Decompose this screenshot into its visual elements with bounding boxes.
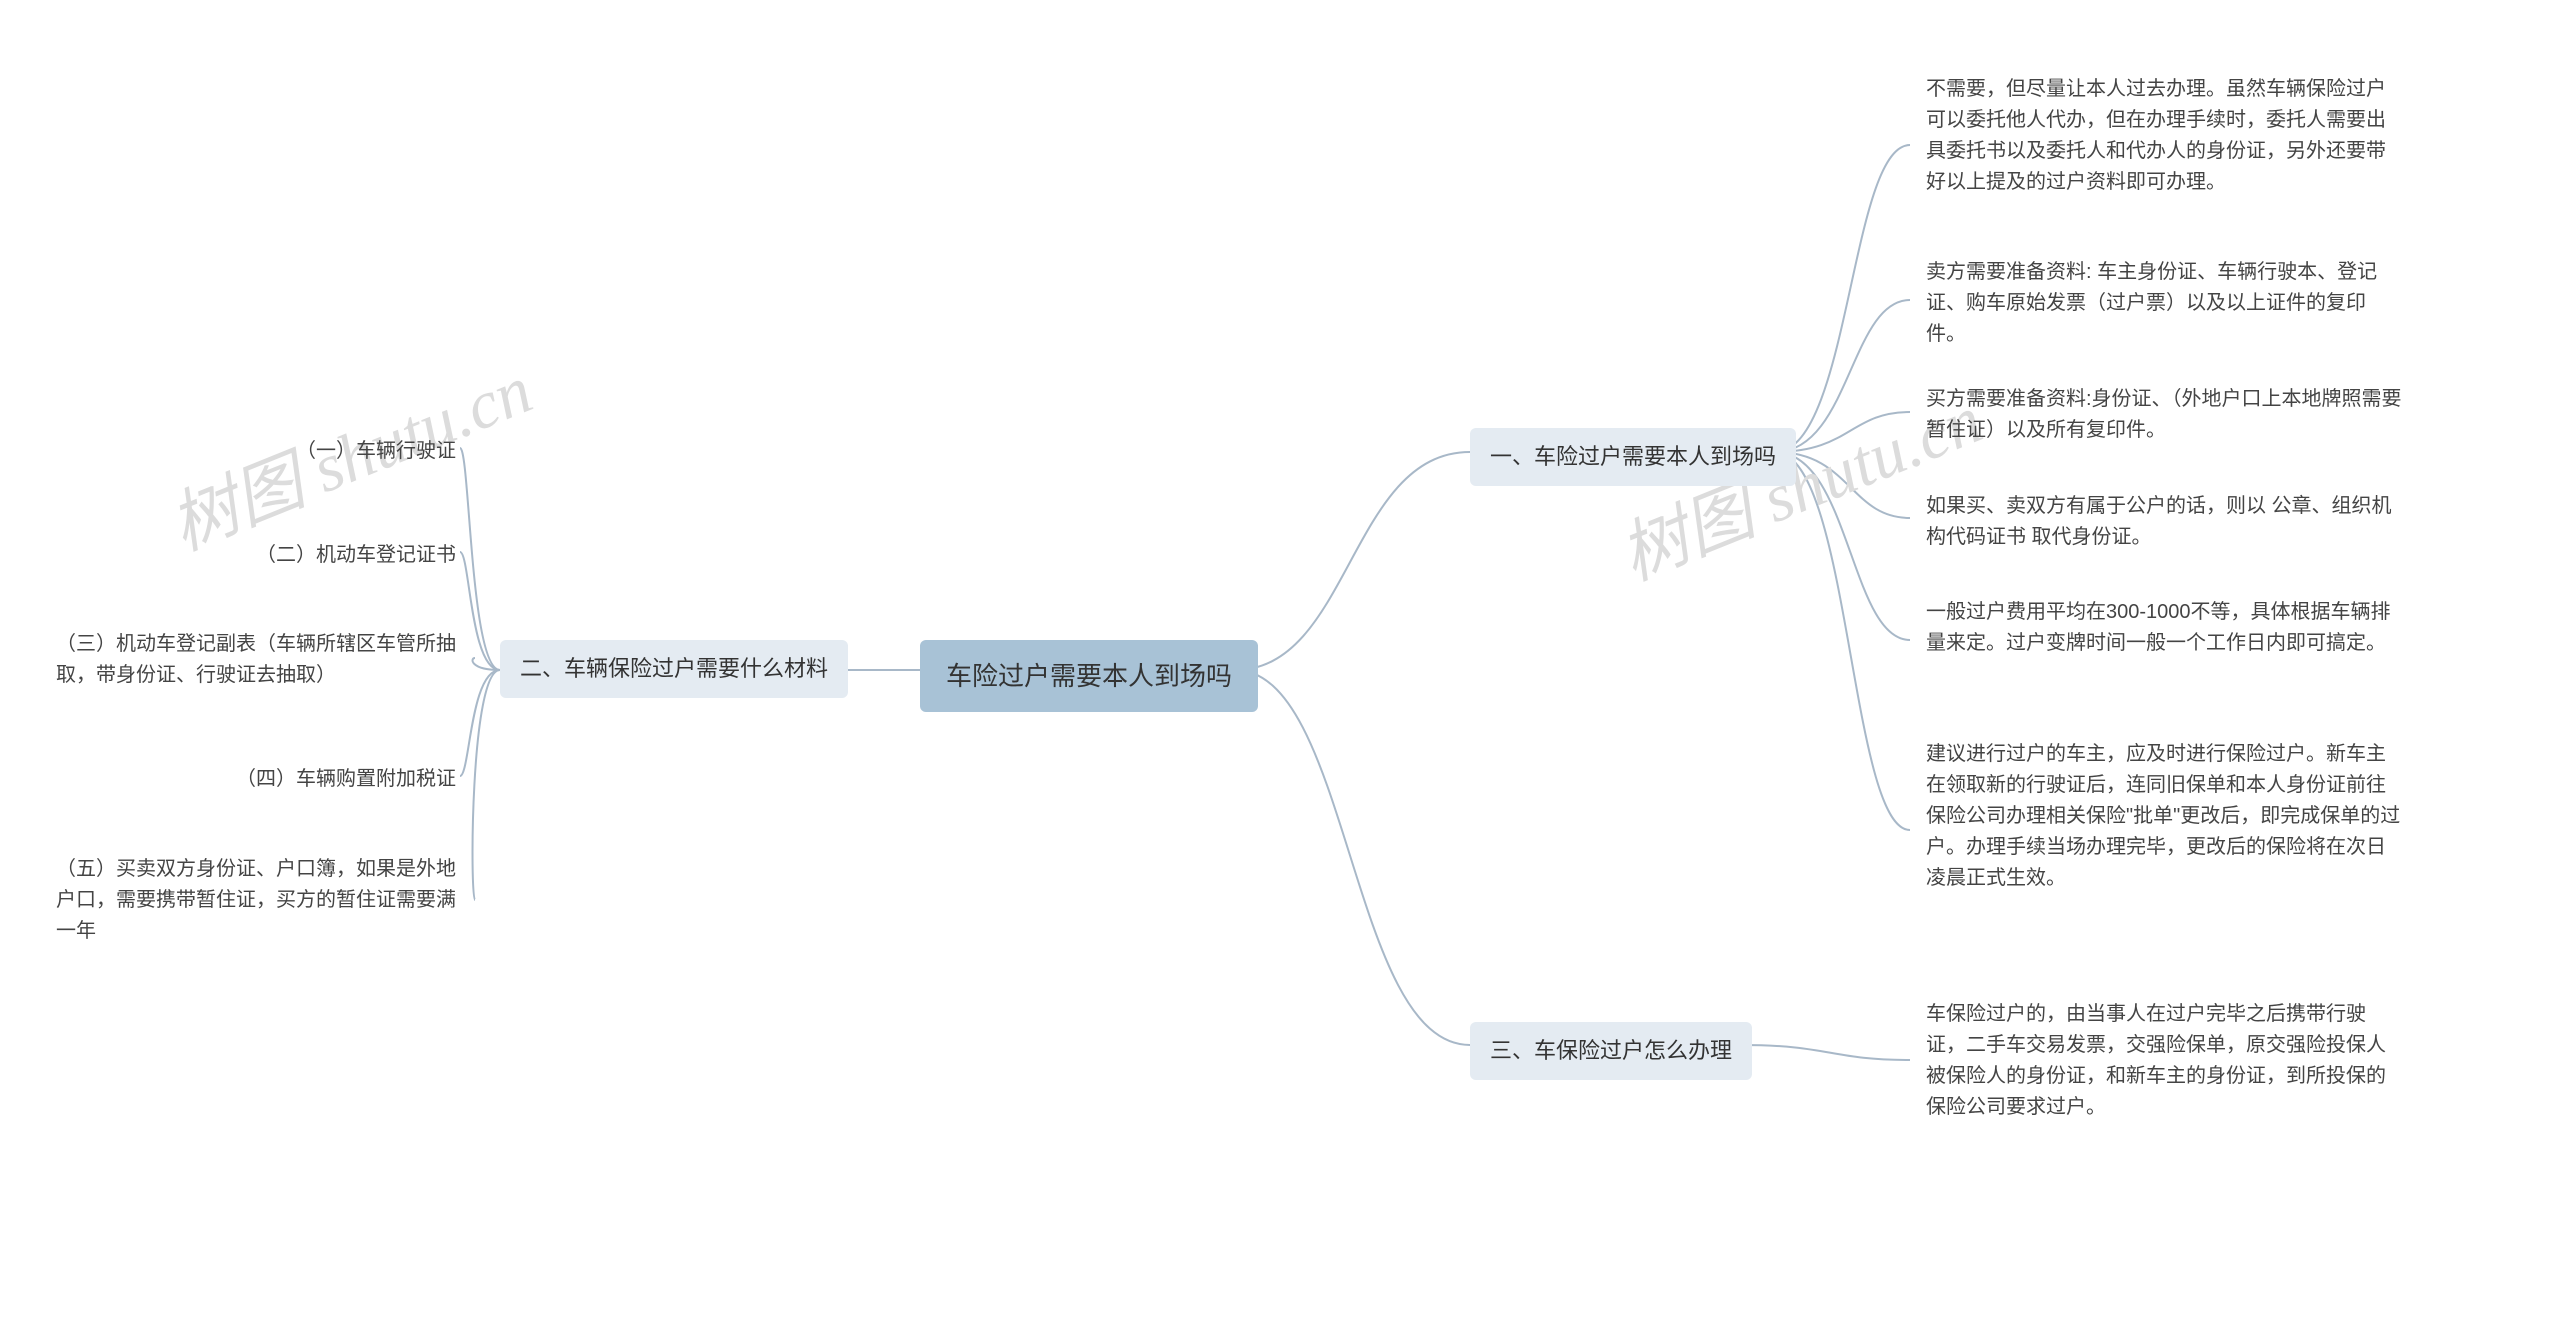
branch-3[interactable]: 三、车保险过户怎么办理 bbox=[1470, 1022, 1752, 1080]
branch-3-leaf-0[interactable]: 车保险过户的，由当事人在过户完毕之后携带行驶证，二手车交易发票，交强险保单，原交… bbox=[1920, 995, 2410, 1127]
branch-1[interactable]: 一、车险过户需要本人到场吗 bbox=[1470, 428, 1796, 486]
branch-1-leaf-0[interactable]: 不需要，但尽量让本人过去办理。虽然车辆保险过户可以委托他人代办，但在办理手续时，… bbox=[1920, 70, 2410, 202]
branch-2-leaf-1[interactable]: （二）机动车登记证书 bbox=[250, 536, 462, 575]
branch-1-leaf-2[interactable]: 买方需要准备资料:身份证、（外地户口上本地牌照需要暂住证）以及所有复印件。 bbox=[1920, 380, 2410, 450]
branch-1-leaf-1[interactable]: 卖方需要准备资料: 车主身份证、车辆行驶本、登记证、购车原始发票（过户票）以及以… bbox=[1920, 253, 2410, 354]
branch-1-leaf-5[interactable]: 建议进行过户的车主，应及时进行保险过户。新车主在领取新的行驶证后，连同旧保单和本… bbox=[1920, 735, 2410, 898]
branch-2-leaf-0[interactable]: （一）车辆行驶证 bbox=[290, 432, 462, 471]
branch-2-leaf-4[interactable]: （五）买卖双方身份证、户口簿，如果是外地户口，需要携带暂住证，买方的暂住证需要满… bbox=[50, 850, 470, 951]
branch-1-leaf-4[interactable]: 一般过户费用平均在300-1000不等，具体根据车辆排量来定。过户变牌时间一般一… bbox=[1920, 593, 2410, 663]
branch-2-leaf-2[interactable]: （三）机动车登记副表（车辆所辖区车管所抽取，带身份证、行驶证去抽取） bbox=[50, 625, 470, 695]
mindmap-root[interactable]: 车险过户需要本人到场吗 bbox=[920, 640, 1258, 712]
branch-1-leaf-3[interactable]: 如果买、卖双方有属于公户的话，则以 公章、组织机构代码证书 取代身份证。 bbox=[1920, 487, 2410, 557]
branch-2-leaf-3[interactable]: （四）车辆购置附加税证 bbox=[230, 760, 462, 799]
branch-2[interactable]: 二、车辆保险过户需要什么材料 bbox=[500, 640, 848, 698]
